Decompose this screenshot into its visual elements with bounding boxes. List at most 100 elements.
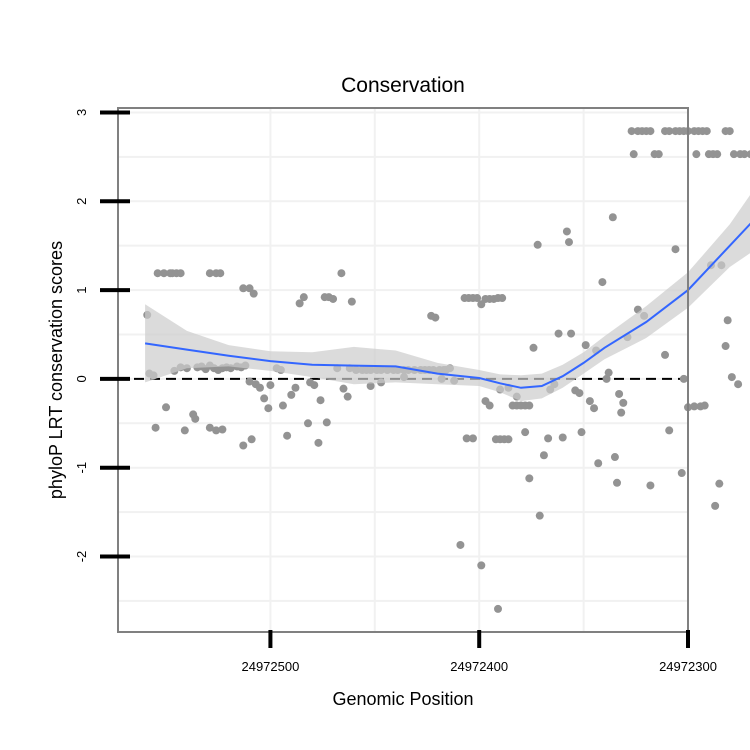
data-point [205, 423, 214, 432]
chart-title: Conservation [341, 74, 465, 97]
data-point [462, 434, 471, 443]
data-point [264, 404, 273, 413]
data-point [525, 401, 534, 410]
data-point [266, 381, 275, 390]
data-point [260, 394, 269, 403]
data-point [727, 373, 736, 382]
data-point [613, 478, 622, 487]
data-point [615, 389, 624, 398]
data-point [205, 269, 214, 278]
data-point [216, 269, 225, 278]
data-point [329, 294, 338, 303]
x-tick-label: 24972300 [659, 659, 717, 674]
data-point [661, 350, 670, 359]
data-point [567, 329, 576, 338]
data-point [646, 127, 655, 136]
data-point [176, 269, 185, 278]
data-point [725, 127, 734, 136]
data-point [665, 127, 674, 136]
data-point [162, 403, 171, 412]
data-point [180, 426, 189, 435]
confidence-band [145, 195, 750, 402]
data-point [544, 434, 553, 443]
data-point [671, 245, 680, 254]
data-point [598, 278, 607, 287]
data-point [581, 341, 590, 350]
data-point [473, 294, 482, 303]
data-point [525, 474, 534, 483]
data-point [575, 389, 584, 398]
data-point [740, 150, 749, 159]
data-point [212, 426, 221, 435]
data-point [245, 377, 254, 386]
y-tick-label: -1 [74, 462, 89, 474]
data-point [456, 540, 465, 549]
data-point [627, 127, 636, 136]
data-point [316, 396, 325, 405]
data-point [619, 398, 628, 407]
data-point [715, 479, 724, 488]
data-point [700, 401, 709, 410]
data-point [692, 150, 701, 159]
data-point [539, 451, 548, 460]
data-point [535, 511, 544, 520]
data-point [191, 414, 200, 423]
data-point [585, 397, 594, 406]
data-point [255, 383, 264, 392]
x-tick-label: 24972400 [450, 659, 508, 674]
data-point [153, 269, 162, 278]
data-point [721, 342, 730, 351]
data-point [713, 150, 722, 159]
data-point [654, 150, 663, 159]
data-point [304, 419, 312, 428]
data-point [431, 313, 440, 322]
data-point [159, 269, 168, 278]
data-point [604, 368, 613, 377]
y-axis-title: phyloP LRT conservation scores [46, 241, 66, 499]
grid-lines [118, 108, 689, 632]
data-point [291, 383, 300, 392]
data-point [343, 392, 352, 401]
data-point [521, 428, 530, 437]
data-point [299, 293, 308, 302]
y-tick-label: 0 [74, 375, 89, 382]
data-point [310, 381, 319, 390]
data-point [239, 284, 248, 293]
data-point [283, 431, 292, 440]
data-point [485, 401, 494, 410]
data-point [339, 384, 348, 393]
data-point [746, 150, 750, 159]
y-tick-label: 3 [74, 109, 89, 116]
data-point [295, 299, 304, 308]
data-point [218, 425, 227, 434]
data-point [602, 374, 611, 383]
data-point [287, 390, 296, 399]
data-point [347, 297, 356, 306]
data-point [729, 150, 738, 159]
data-point [610, 453, 619, 462]
data-point [366, 381, 375, 390]
data-point [711, 501, 720, 510]
data-point [322, 418, 331, 427]
data-point [594, 459, 603, 468]
data-point [558, 433, 567, 442]
data-point [533, 240, 542, 249]
data-point [564, 238, 573, 247]
data-point [562, 227, 571, 236]
x-tick-label: 24972500 [241, 659, 299, 674]
y-tick-label: -2 [74, 551, 89, 563]
data-point [504, 435, 513, 444]
data-point [677, 469, 686, 478]
data-point [617, 408, 626, 417]
data-point [529, 343, 538, 352]
data-point [665, 426, 674, 435]
data-point [468, 434, 477, 443]
data-point [702, 127, 711, 136]
data-point [477, 561, 486, 570]
data-point [278, 401, 287, 410]
axes: 3 2 1 0 -1 -2 24972500 24972400 24972300 [74, 109, 717, 674]
x-axis-title: Genomic Position [332, 689, 473, 709]
data-point [337, 269, 346, 278]
smooth-line [144, 222, 750, 389]
